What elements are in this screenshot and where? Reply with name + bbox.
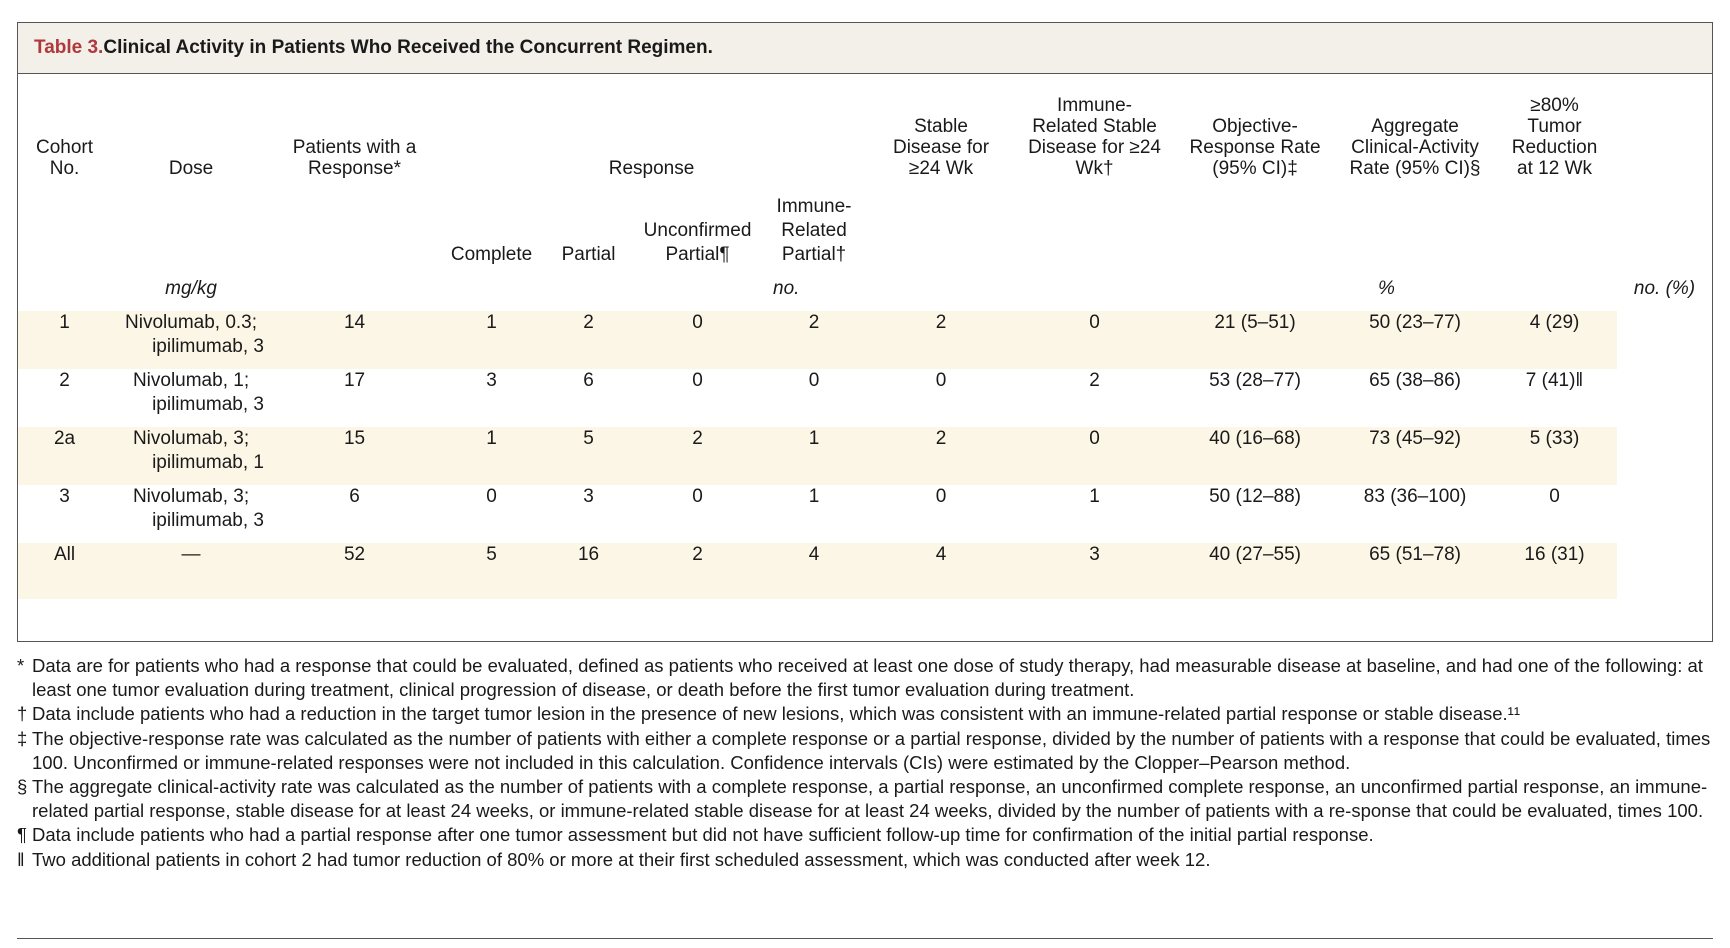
cell-unconfirmed: 0 bbox=[692, 486, 703, 507]
cell-immune-partial: 1 bbox=[808, 428, 820, 449]
cell-partial: 2 bbox=[583, 312, 594, 333]
header-immune-stable: Immune-Related Stable Disease for ≥24 Wk… bbox=[1028, 95, 1161, 179]
cell-patients: 52 bbox=[343, 544, 366, 565]
cell-cohort: All bbox=[53, 544, 76, 565]
subheader-row: Complete Partial Unconfirmed Partial¶ Im… bbox=[18, 179, 1712, 267]
cell-partial: 16 bbox=[577, 544, 600, 565]
unit-counts: no. bbox=[773, 278, 800, 299]
cell-complete: 3 bbox=[486, 370, 497, 391]
cell-orr: 40 (27–55) bbox=[1209, 544, 1301, 565]
cell-patients: 15 bbox=[343, 428, 366, 449]
footnote: † Data include patients who had a reducti… bbox=[17, 703, 1521, 725]
cell-tumor: 0 bbox=[1549, 486, 1560, 507]
unit-rates: % bbox=[1378, 278, 1395, 299]
cell-unconfirmed: 2 bbox=[692, 544, 703, 565]
cell-stable: 0 bbox=[935, 370, 947, 391]
cell-immune-stable: 2 bbox=[1089, 370, 1100, 391]
bottom-rule bbox=[17, 938, 1713, 939]
cell-patients: 17 bbox=[343, 370, 366, 391]
cell-orr: 53 (28–77) bbox=[1209, 370, 1301, 391]
header-row: Cohort No. Dose Patients with a Response… bbox=[18, 74, 1712, 179]
header-partial: Partial bbox=[561, 244, 616, 265]
cell-complete: 1 bbox=[486, 312, 497, 333]
header-patients: Patients with a Response* bbox=[292, 137, 417, 179]
header-unconfirmed: Unconfirmed Partial¶ bbox=[643, 220, 752, 265]
cell-acar: 65 (38–86) bbox=[1369, 370, 1461, 391]
footnote: * Data are for patients who had a respons… bbox=[17, 655, 1703, 701]
cell-patients: 6 bbox=[349, 486, 360, 507]
cell-acar: 83 (36–100) bbox=[1363, 486, 1467, 507]
cell-immune-stable: 0 bbox=[1089, 312, 1100, 333]
cell-dose: Nivolumab, 3; ipilimumab, 1 bbox=[132, 428, 264, 473]
cell-tumor: 16 (31) bbox=[1524, 544, 1585, 565]
header-immune-partial: Immune-Related Partial† bbox=[776, 196, 852, 265]
cell-immune-stable: 3 bbox=[1089, 544, 1100, 565]
table-row: 1 Nivolumab, 0.3; ipilimumab, 3 14 1 2 0 2 2 0 21 … bbox=[18, 311, 1712, 369]
cell-dose: Nivolumab, 3; ipilimumab, 3 bbox=[132, 486, 264, 531]
cell-dose: Nivolumab, 1; ipilimumab, 3 bbox=[132, 370, 264, 415]
table-frame: Table 3. Clinical Activity in Patients W… bbox=[17, 22, 1713, 642]
unit-dose: mg/kg bbox=[165, 278, 217, 299]
cell-cohort: 3 bbox=[59, 486, 70, 507]
header-cohort: Cohort No. bbox=[36, 137, 94, 179]
results-table: Cohort No. Dose Patients with a Response… bbox=[18, 74, 1712, 599]
header-stable: Stable Disease for ≥24 Wk bbox=[892, 116, 990, 179]
cell-partial: 6 bbox=[583, 370, 594, 391]
cell-acar: 50 (23–77) bbox=[1369, 312, 1461, 333]
unit-tumor: no. (%) bbox=[1633, 278, 1696, 299]
footnote: ‡ The objective-response rate was calcula… bbox=[17, 727, 1711, 773]
header-dose: Dose bbox=[168, 158, 214, 179]
footnote: ¶ Data include patients who had a partial… bbox=[17, 824, 1374, 846]
cell-patients: 14 bbox=[343, 312, 366, 333]
cell-dose: — bbox=[181, 544, 201, 565]
table-title-text: Clinical Activity in Patients Who Receiv… bbox=[103, 37, 713, 58]
cell-cohort: 2 bbox=[59, 370, 70, 391]
footnotes: * Data are for patients who had a respons… bbox=[17, 654, 1717, 872]
cell-tumor: 7 (41)‖ bbox=[1525, 370, 1584, 391]
cell-tumor: 4 (29) bbox=[1529, 312, 1580, 333]
cell-orr: 50 (12–88) bbox=[1209, 486, 1301, 507]
header-complete: Complete bbox=[450, 244, 533, 265]
cell-complete: 0 bbox=[486, 486, 497, 507]
cell-dose: Nivolumab, 0.3; ipilimumab, 3 bbox=[125, 312, 264, 357]
table-title: Table 3. Clinical Activity in Patients W… bbox=[18, 23, 1712, 74]
cell-immune-stable: 0 bbox=[1089, 428, 1100, 449]
footnote: § The aggregate clinical-activity rate wa… bbox=[17, 776, 1708, 822]
cell-cohort: 2a bbox=[53, 428, 76, 449]
header-acar: Aggregate Clinical-Activity Rate (95% CI… bbox=[1349, 116, 1481, 179]
cell-immune-partial: 2 bbox=[808, 312, 820, 333]
cell-partial: 5 bbox=[583, 428, 594, 449]
cell-unconfirmed: 0 bbox=[692, 370, 703, 391]
cell-partial: 3 bbox=[583, 486, 594, 507]
table-title-label: Table 3. bbox=[34, 37, 104, 58]
cell-stable: 2 bbox=[935, 428, 947, 449]
cell-acar: 73 (45–92) bbox=[1369, 428, 1461, 449]
cell-complete: 5 bbox=[486, 544, 497, 565]
table-row: 3 Nivolumab, 3; ipilimumab, 3 6 0 3 0 1 0 1 50 (12… bbox=[18, 485, 1712, 543]
cell-unconfirmed: 0 bbox=[692, 312, 703, 333]
cell-acar: 65 (51–78) bbox=[1369, 544, 1461, 565]
cell-immune-partial: 1 bbox=[808, 486, 820, 507]
cell-stable: 2 bbox=[935, 312, 947, 333]
cell-unconfirmed: 2 bbox=[692, 428, 703, 449]
units-row: mg/kg no. % no. (%) bbox=[18, 267, 1712, 311]
header-tumor: ≥80% Tumor Reduction at 12 Wk bbox=[1511, 95, 1598, 179]
table-row: 2 Nivolumab, 1; ipilimumab, 3 17 3 6 0 0 0 2 53 (2… bbox=[18, 369, 1712, 427]
table-row: All — 52 5 16 2 4 4 3 40 (27–55) 65 (51–78) 16 (31) bbox=[18, 543, 1712, 599]
header-response: Response bbox=[608, 158, 695, 179]
cell-immune-partial: 4 bbox=[808, 544, 820, 565]
cell-complete: 1 bbox=[486, 428, 497, 449]
footnote: ‖ Two additional patients in cohort 2 had… bbox=[17, 848, 1211, 870]
cell-orr: 40 (16–68) bbox=[1209, 428, 1301, 449]
cell-stable: 0 bbox=[935, 486, 947, 507]
cell-immune-partial: 0 bbox=[808, 370, 820, 391]
cell-orr: 21 (5–51) bbox=[1214, 312, 1296, 333]
cell-immune-stable: 1 bbox=[1089, 486, 1100, 507]
cell-cohort: 1 bbox=[59, 312, 70, 333]
table-row: 2a Nivolumab, 3; ipilimumab, 1 15 1 5 2 1 2 0 40 (… bbox=[18, 427, 1712, 485]
header-orr: Objective-Response Rate (95% CI)‡ bbox=[1189, 116, 1321, 179]
cell-stable: 4 bbox=[935, 544, 947, 565]
cell-tumor: 5 (33) bbox=[1529, 428, 1580, 449]
